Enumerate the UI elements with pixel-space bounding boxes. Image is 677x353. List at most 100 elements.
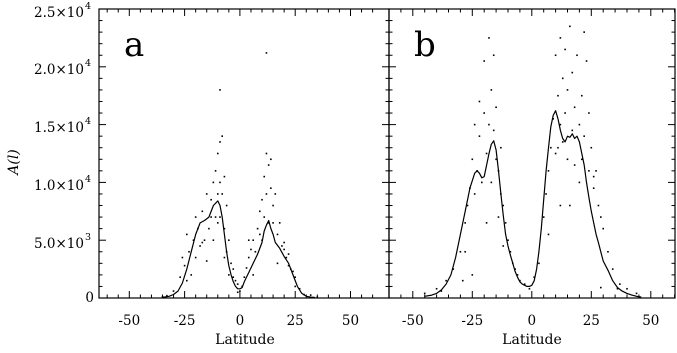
- y-tick-exponent: 4: [85, 116, 91, 127]
- data-point: [205, 260, 208, 262]
- y-tick-labels: 0 5.0×10 3 1.0×10 4 1.5×10 4 2.0×10 4 2.…: [34, 1, 94, 306]
- data-point: [564, 112, 566, 114]
- y-axis-label: A(l): [6, 149, 22, 177]
- data-point: [265, 152, 268, 155]
- data-point: [464, 222, 466, 224]
- data-point: [559, 123, 562, 126]
- data-point: [564, 48, 566, 51]
- data-point: [285, 256, 288, 259]
- data-point: [619, 283, 621, 285]
- x-tick-label: 25: [287, 313, 304, 329]
- data-point: [569, 204, 571, 207]
- data-point: [423, 292, 426, 295]
- data-point: [216, 193, 219, 195]
- data-point: [270, 187, 272, 189]
- y-tick-label: 2.5×10: [34, 5, 84, 21]
- data-point: [259, 233, 261, 236]
- data-point: [172, 290, 175, 292]
- data-point: [252, 274, 254, 276]
- data-point: [270, 158, 272, 161]
- data-point: [252, 239, 254, 241]
- y-tick-exponent: 4: [85, 174, 91, 185]
- data-point: [274, 193, 277, 195]
- data-point: [557, 146, 559, 149]
- data-point: [254, 250, 257, 253]
- data-point: [566, 89, 569, 91]
- y-tick-label: 0: [85, 290, 94, 306]
- data-point: [214, 216, 217, 218]
- data-point: [212, 239, 215, 241]
- data-point: [214, 170, 217, 172]
- data-point: [514, 268, 516, 270]
- data-point: [223, 256, 226, 259]
- data-point: [507, 239, 509, 241]
- data-point: [212, 181, 215, 184]
- data-point: [186, 233, 188, 236]
- x-tick-label: 25: [583, 313, 600, 329]
- data-point: [281, 245, 283, 247]
- data-point: [488, 37, 490, 39]
- data-point: [607, 250, 609, 253]
- data-point: [516, 274, 519, 276]
- data-point: [585, 60, 588, 62]
- data-point: [276, 233, 279, 236]
- data-point: [194, 216, 197, 218]
- data-point: [276, 262, 279, 265]
- data-point: [471, 158, 474, 161]
- data-point: [294, 285, 296, 288]
- x-tick-label: -50: [118, 313, 140, 329]
- x-tick-label: -25: [461, 313, 483, 329]
- data-point: [459, 250, 462, 253]
- data-point: [263, 216, 266, 218]
- data-point: [485, 222, 488, 224]
- data-point: [559, 204, 562, 207]
- data-point: [452, 268, 455, 270]
- data-point: [495, 106, 497, 109]
- data-point: [571, 129, 574, 132]
- data-point: [179, 276, 181, 278]
- data-point: [243, 276, 246, 278]
- data-point: [223, 175, 226, 178]
- data-point: [583, 31, 585, 33]
- data-point: [267, 164, 270, 166]
- data-point: [478, 100, 481, 103]
- data-point: [166, 294, 168, 297]
- x-tick-label: 0: [236, 313, 245, 329]
- data-point: [497, 216, 500, 218]
- data-point: [194, 256, 197, 259]
- data-point: [181, 256, 184, 259]
- data-point: [561, 77, 564, 80]
- data-point: [588, 112, 590, 114]
- data-point: [208, 227, 210, 230]
- data-point: [590, 146, 593, 149]
- data-point: [250, 248, 252, 251]
- data-point: [554, 152, 557, 155]
- panel-a: a -50 -25 0 25 50 Latitude: [98, 8, 390, 348]
- data-point: [502, 204, 505, 207]
- data-point: [259, 210, 261, 213]
- data-point: [592, 187, 595, 189]
- data-point: [626, 287, 628, 290]
- x-axis-label-b: Latitude: [502, 332, 562, 348]
- data-point: [298, 287, 301, 290]
- data-point: [221, 135, 224, 137]
- data-point: [580, 158, 583, 161]
- y-tick-label: 5.0×10: [34, 236, 84, 252]
- panel-a-curve: [162, 200, 316, 299]
- data-point: [502, 245, 505, 247]
- data-point: [471, 274, 474, 276]
- data-point: [309, 294, 312, 296]
- data-point: [478, 135, 481, 137]
- data-point: [571, 71, 574, 74]
- data-point: [490, 89, 493, 91]
- data-point: [256, 227, 259, 230]
- data-point: [547, 233, 550, 236]
- data-point: [183, 264, 186, 267]
- data-point: [483, 60, 485, 62]
- data-point: [635, 292, 638, 295]
- data-point: [481, 181, 483, 184]
- data-point: [210, 216, 212, 218]
- data-point: [188, 250, 190, 253]
- data-point: [461, 279, 464, 282]
- data-point: [216, 152, 219, 155]
